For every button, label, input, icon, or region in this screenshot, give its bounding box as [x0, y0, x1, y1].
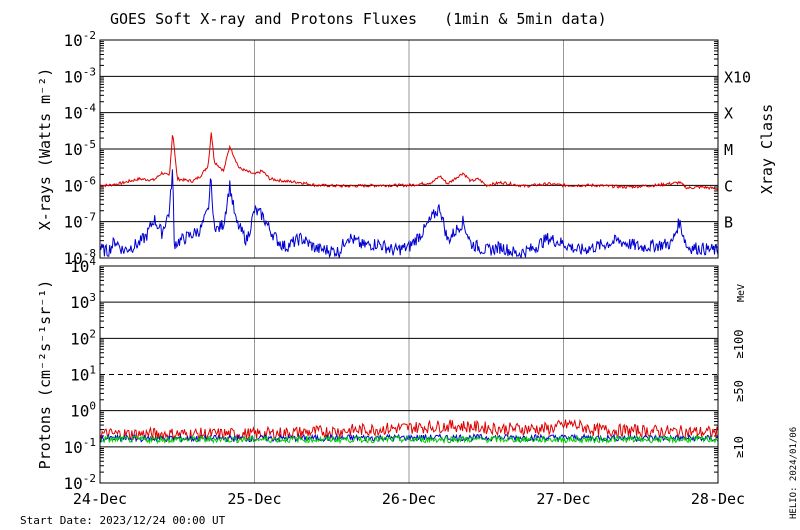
y-tick-label: 102	[70, 327, 96, 348]
proton-legend-1: ≥50	[732, 380, 746, 402]
xray-class-X: X	[724, 105, 733, 123]
y-tick-label: 10-2	[63, 472, 96, 493]
y-tick-label: 10-7	[63, 211, 96, 232]
y-tick-label: 100	[70, 400, 96, 421]
plot-frame	[99, 265, 719, 484]
plot-frame	[99, 39, 719, 259]
x-tick-label: 25-Dec	[227, 490, 281, 508]
xray-series-0	[99, 132, 719, 191]
y-tick-label: 101	[70, 364, 96, 385]
xray-panel: 10-8 10-7 10-6 10-5 10-4 10-3 10-2 X-rays (Watt…	[36, 29, 776, 268]
y-tick-label: 10-6	[63, 174, 96, 195]
y-tick-label: 10-1	[63, 436, 96, 457]
y-tick-label: 104	[70, 255, 96, 276]
time-axis: 24-Dec 25-Dec 26-Dec 27-Dec 28-Dec	[73, 490, 745, 508]
proton-series-2	[99, 434, 719, 445]
y-tick-label: 10-4	[63, 102, 96, 123]
xray-class-axis-label: Xray Class	[758, 104, 776, 194]
proton-legend-0: ≥10	[732, 436, 746, 458]
x-tick-label: 27-Dec	[536, 490, 590, 508]
y-tick-label: 10-3	[63, 65, 96, 86]
xray-class-X10: X10	[724, 68, 751, 86]
proton-legend-2: ≥100	[732, 330, 746, 359]
start-date: Start Date: 2023/12/24 00:00 UT	[20, 514, 226, 527]
y-tick-label: 10-8	[63, 247, 96, 268]
xray-class-C: C	[724, 177, 733, 195]
x-tick-label: 28-Dec	[691, 490, 745, 508]
x-tick-label: 24-Dec	[73, 490, 127, 508]
energy-unit: MeV	[736, 284, 747, 302]
chart-title: GOES Soft X-ray and Protons Fluxes (1min…	[110, 10, 607, 28]
helio-credit: HELIO: 2024/01/06	[789, 427, 799, 519]
x-tick-label: 26-Dec	[382, 490, 436, 508]
xray-class-B: B	[724, 214, 733, 232]
xray-class-M: M	[724, 141, 733, 159]
y-axis-label: X-rays (Watts m⁻²)	[36, 68, 54, 231]
proton-series-0	[99, 418, 719, 442]
proton-panel: 10-2 10-1 100 101 102 103 104 Protons (cm⁻²s⁻¹s…	[36, 255, 747, 493]
y-tick-label: 103	[70, 291, 96, 312]
y-tick-label: 10-2	[63, 29, 96, 50]
y-axis-label: Protons (cm⁻²s⁻¹sr⁻¹)	[36, 280, 54, 470]
y-tick-label: 10-5	[63, 138, 96, 159]
xray-series-1	[99, 169, 719, 259]
